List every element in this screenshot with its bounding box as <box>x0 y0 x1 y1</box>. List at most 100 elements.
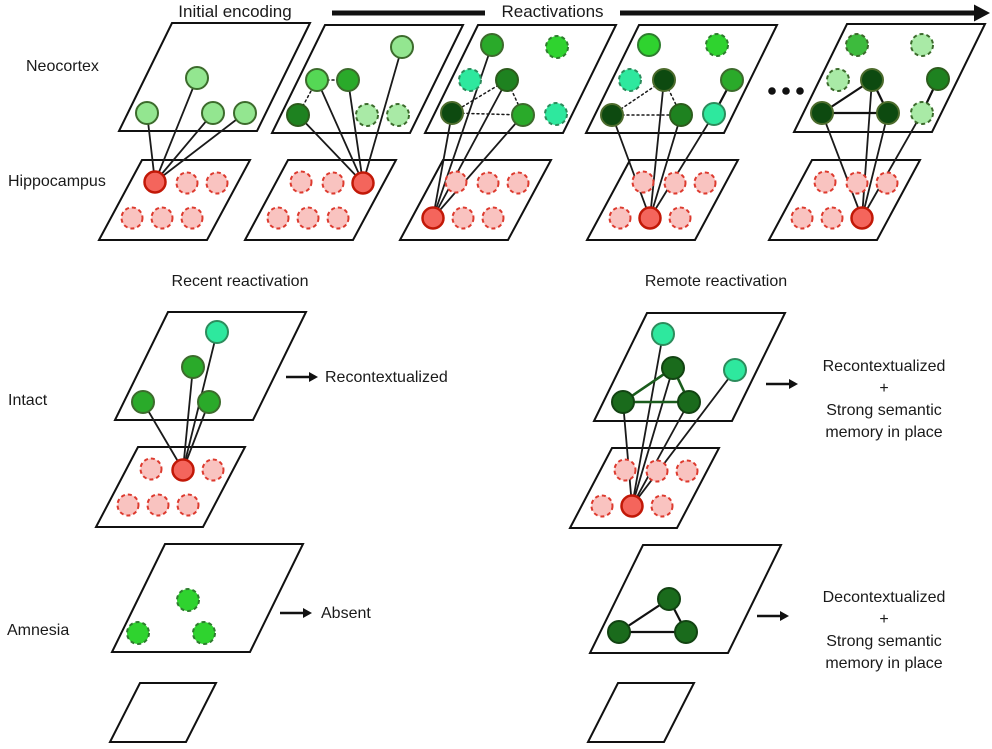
neocortex-cell <box>185 66 209 90</box>
timeline-arrow-shaft <box>620 10 974 16</box>
hippocampus-cell-inactive <box>150 206 174 230</box>
hippocampus-cell-inactive <box>663 171 687 195</box>
neocortex-cell <box>669 103 693 127</box>
axon-line <box>154 77 198 183</box>
absent-label: Absent <box>321 605 371 622</box>
hippocampus-cell-inactive <box>289 170 313 194</box>
neocortex-cell <box>651 322 675 346</box>
hippocampus-panel-col1 <box>97 159 252 241</box>
ellipsis-dot <box>796 87 804 95</box>
axon-line <box>347 79 364 184</box>
neocortex-cell <box>674 620 698 644</box>
neocortex-cell <box>495 68 519 92</box>
recontextualized-label: Recontextualized <box>325 369 448 386</box>
hippocampus-cell-inactive <box>180 206 204 230</box>
neocortex-cell <box>390 35 414 59</box>
neocortex-cell <box>126 621 150 645</box>
hippocampus-cell-inactive <box>266 206 290 230</box>
neocortex-cell <box>545 35 569 59</box>
neocortex-panel-col5 <box>792 23 987 133</box>
axon-line <box>182 366 194 471</box>
annotation-line: Recontextualized <box>822 358 946 375</box>
neocortex-cell <box>723 358 747 382</box>
neocortex-cell <box>607 620 631 644</box>
neocortex-cell <box>192 621 216 645</box>
ellipsis-dot <box>768 87 776 95</box>
neocortex-cell <box>661 356 685 380</box>
axon-line <box>362 46 403 184</box>
hippocampus-cell-inactive <box>481 206 505 230</box>
amnesia-remote-annotation: Decontextualized + Strong semantic memor… <box>800 587 968 675</box>
neocortex-cell <box>480 33 504 57</box>
annotation-line: memory in place <box>825 424 943 441</box>
axon-line <box>182 401 210 471</box>
neocortex-cell <box>705 33 729 57</box>
axon-line <box>611 114 651 219</box>
hippocampus-cell-inactive <box>476 171 500 195</box>
annotation-line: + <box>879 611 889 628</box>
axon-line <box>649 113 715 219</box>
neocortex-cell <box>181 355 205 379</box>
axon-line <box>297 114 364 184</box>
neocortex-cell <box>826 68 850 92</box>
intact-remote-annotation: Recontextualized + Strong semantic memor… <box>800 356 968 444</box>
hippocampus-cell-inactive <box>175 171 199 195</box>
neocortex-cell <box>611 390 635 414</box>
annotation-line: Strong semantic <box>826 633 942 650</box>
neocortex-cell <box>336 68 360 92</box>
hippocampus-cell-inactive <box>820 206 844 230</box>
neocortex-cell <box>135 101 159 125</box>
neocortex-cell <box>845 33 869 57</box>
annotation-arrowhead-icon <box>303 608 312 618</box>
hippocampus-cell-active <box>421 206 445 230</box>
hippocampus-cell-inactive <box>321 171 345 195</box>
axon-line <box>861 112 923 219</box>
axon-line <box>649 79 665 219</box>
axon-line <box>432 79 508 219</box>
recent-reactivation-title: Recent reactivation <box>171 273 309 290</box>
neocortex-cell <box>440 101 464 125</box>
hippocampus-cell-inactive <box>645 459 669 483</box>
hippocampus-cell-inactive <box>176 493 200 517</box>
neocortex-cell <box>876 101 900 125</box>
hippocampus-panel-intact-remote <box>568 447 721 529</box>
axon-line <box>432 114 524 219</box>
neocortex-panel-col1 <box>117 22 312 132</box>
neocortex-cell <box>286 103 310 127</box>
neocortex-panel-amnesia-remote <box>588 544 783 654</box>
axon-line <box>154 112 214 183</box>
hippocampus-panel-col2 <box>243 159 398 241</box>
hippocampus-cell-inactive <box>790 206 814 230</box>
neocortex-cell <box>197 390 221 414</box>
remote-reactivation-title: Remote reactivation <box>644 273 788 290</box>
hippocampus-cell-inactive <box>608 206 632 230</box>
neocortex-cell <box>131 390 155 414</box>
neocortex-cell <box>233 101 257 125</box>
hippocampus-cell-active <box>850 206 874 230</box>
axon-line <box>821 112 863 219</box>
axon-line <box>154 112 246 183</box>
neocortex-panel-col2 <box>270 24 465 134</box>
hippocampus-cell-inactive <box>146 493 170 517</box>
hippocampus-cell-active <box>171 458 195 482</box>
hippocampus-cell-inactive <box>813 170 837 194</box>
annotation-line: Strong semantic <box>826 402 942 419</box>
ellipsis-dot <box>782 87 790 95</box>
neocortex-panel-amnesia-recent <box>110 543 305 653</box>
hippocampus-panel-col4 <box>585 159 740 241</box>
axon-line <box>649 114 682 219</box>
hippocampus-panel-col3 <box>398 159 553 241</box>
neocortex-cell <box>910 101 934 125</box>
hippocampus-cell-active <box>143 170 167 194</box>
axon-line <box>432 112 453 219</box>
neocortex-cell <box>657 587 681 611</box>
hippocampus-cell-inactive <box>205 171 229 195</box>
annotation-arrowhead-icon <box>780 611 789 621</box>
annotation-line: Decontextualized <box>822 589 946 606</box>
hippocampus-cell-active <box>351 171 375 195</box>
hippocampus-cell-inactive <box>451 206 475 230</box>
neocortex-cell <box>511 103 535 127</box>
hippocampus-cell-inactive <box>631 170 655 194</box>
hippocampus-cell-active <box>638 206 662 230</box>
